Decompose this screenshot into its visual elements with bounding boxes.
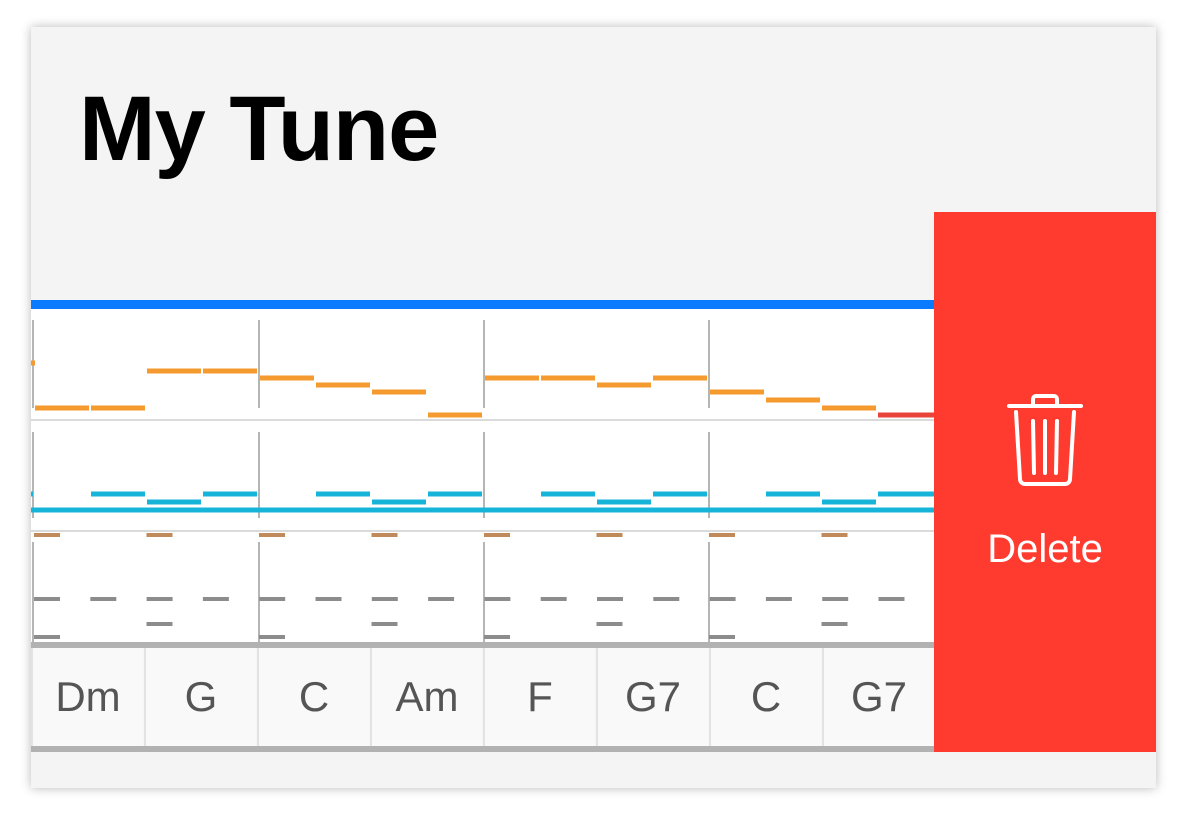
piano-roll — [31, 320, 934, 645]
chord-track-bottom-rail — [31, 746, 934, 752]
chord-track: Dm G C Am F G7 C G7 — [31, 642, 934, 752]
tune-card[interactable]: My Tune Dm G C Am F G7 C G7 — [31, 27, 1156, 788]
chord-cell[interactable]: G7 — [596, 648, 708, 746]
drum-track — [34, 535, 905, 637]
melody-track — [31, 363, 934, 415]
chord-cell[interactable]: G — [144, 648, 256, 746]
tune-title: My Tune — [79, 79, 438, 179]
selection-accent-bar — [31, 300, 934, 309]
chord-cell[interactable]: C — [257, 648, 369, 746]
bass-track — [31, 494, 934, 510]
trash-icon — [1005, 393, 1085, 487]
tune-preview[interactable]: Dm G C Am F G7 C G7 — [31, 300, 934, 752]
delete-label: Delete — [987, 527, 1103, 571]
chord-cell[interactable]: C — [709, 648, 821, 746]
chord-cell[interactable]: Dm — [31, 648, 143, 746]
chord-cell[interactable]: Am — [370, 648, 482, 746]
delete-button[interactable]: Delete — [934, 212, 1156, 752]
chord-cell[interactable]: F — [483, 648, 595, 746]
chord-cell[interactable]: G7 — [822, 648, 934, 746]
bar-lines — [33, 320, 709, 642]
